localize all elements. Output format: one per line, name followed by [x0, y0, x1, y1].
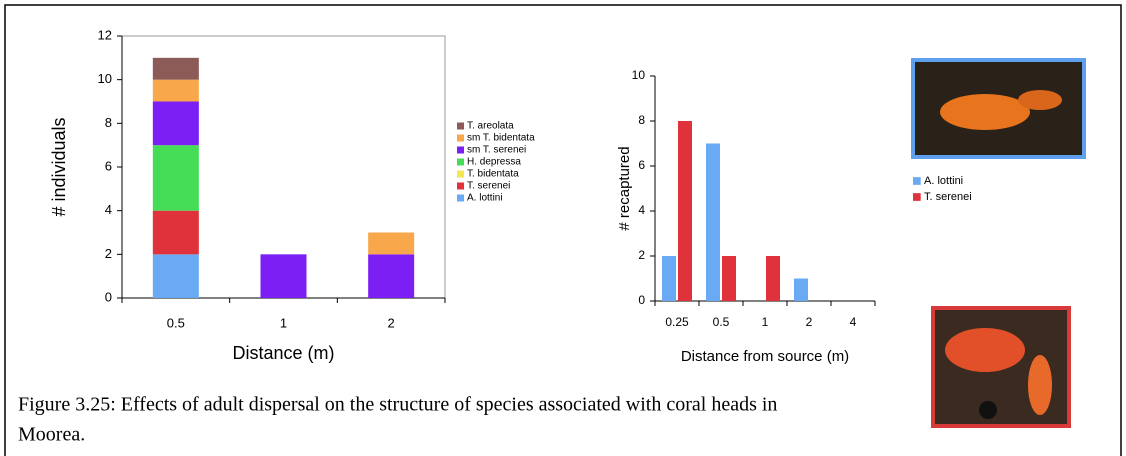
- bar-segment: [260, 254, 307, 298]
- legend-label: T. areolata: [467, 121, 514, 132]
- x-tick-label: 1: [280, 315, 287, 330]
- y-tick-label: 6: [105, 158, 112, 173]
- bar: [678, 121, 692, 301]
- x-tick-label: 4: [850, 315, 857, 329]
- y-tick-label: 2: [105, 246, 112, 261]
- y-tick-label: 0: [105, 289, 112, 304]
- bar-segment: [152, 254, 199, 298]
- caption-line: Moorea.: [18, 424, 85, 446]
- legend-swatch: [457, 194, 464, 202]
- y-tick-label: 10: [98, 71, 112, 86]
- photo-t-serenei: [931, 306, 1071, 428]
- x-axis-label: Distance from source (m): [681, 348, 849, 365]
- bar: [722, 256, 736, 301]
- bar-segment: [368, 254, 415, 298]
- legend-swatch: [457, 182, 464, 190]
- bar-segment: [152, 101, 199, 146]
- bar: [794, 278, 808, 301]
- y-tick-label: 4: [638, 203, 645, 217]
- bar-segment: [152, 145, 199, 211]
- y-tick-label: 6: [638, 158, 645, 172]
- legend-label: T. serenei: [467, 181, 510, 192]
- bar-segment: [152, 57, 199, 80]
- legend-swatch: [457, 122, 464, 130]
- bar: [706, 143, 720, 301]
- x-axis-label: Distance (m): [232, 343, 334, 363]
- legend-label: A. lottini: [467, 193, 503, 204]
- caption-line: Figure 3.25: Effects of adult dispersal …: [18, 394, 777, 416]
- frame: [4, 4, 1122, 456]
- x-tick-label: 0.25: [665, 315, 689, 329]
- legend-swatch: [913, 193, 921, 201]
- x-tick-label: 2: [388, 315, 395, 330]
- legend-swatch: [457, 158, 464, 166]
- legend-label: T. serenei: [924, 191, 972, 203]
- bar-segment: [368, 232, 415, 255]
- photo-a-lottini: [911, 58, 1086, 159]
- y-axis-label: # recaptured: [616, 146, 633, 230]
- y-tick-label: 8: [638, 113, 645, 127]
- bar: [662, 256, 676, 301]
- legend-swatch: [457, 146, 464, 154]
- y-tick-label: 4: [105, 202, 112, 217]
- x-tick-label: 2: [806, 315, 813, 329]
- bar-segment: [152, 210, 199, 255]
- bar: [766, 256, 780, 301]
- legend-swatch: [913, 177, 921, 185]
- y-tick-label: 12: [98, 27, 112, 42]
- y-tick-label: 2: [638, 248, 645, 262]
- x-tick-label: 1: [762, 315, 769, 329]
- legend-label: sm T. bidentata: [467, 133, 535, 144]
- legend-label: A. lottini: [924, 175, 963, 187]
- x-tick-label: 0.5: [167, 315, 185, 330]
- legend-swatch: [457, 170, 464, 178]
- y-axis-label: # individuals: [49, 117, 69, 216]
- y-tick-label: 8: [105, 115, 112, 130]
- y-tick-label: 10: [632, 68, 646, 82]
- legend-label: T. bidentata: [467, 169, 519, 180]
- y-tick-label: 0: [638, 293, 645, 307]
- legend-swatch: [457, 134, 464, 142]
- bar-segment: [152, 79, 199, 102]
- legend-label: H. depressa: [467, 157, 521, 168]
- legend-label: sm T. serenei: [467, 145, 526, 156]
- x-tick-label: 0.5: [713, 315, 730, 329]
